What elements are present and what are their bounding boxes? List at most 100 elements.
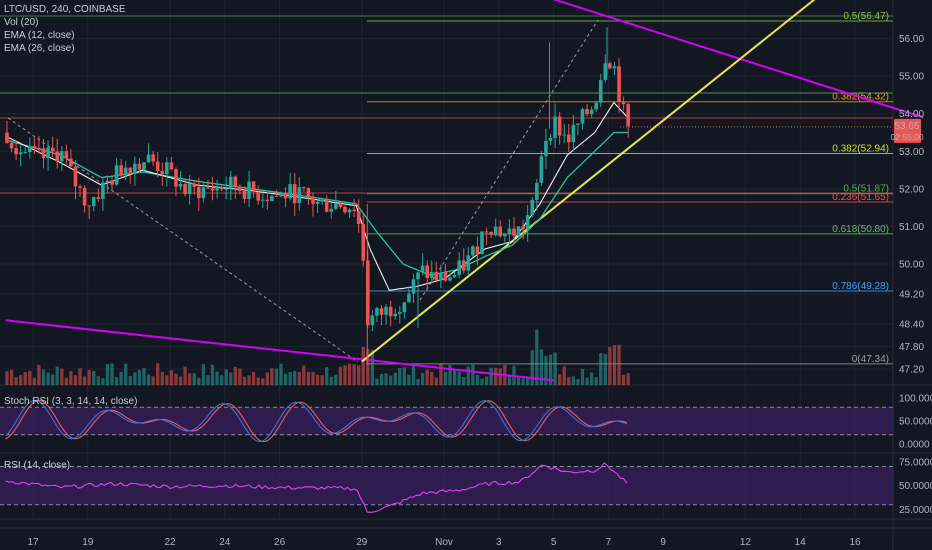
- candle-body: [151, 154, 155, 162]
- candle-body: [498, 226, 503, 237]
- stoch-tick-label: 100.0000: [899, 394, 932, 405]
- volume-bar: [114, 377, 119, 385]
- candle-body: [142, 162, 146, 170]
- candle-body: [416, 272, 420, 280]
- candle-body: [452, 274, 457, 278]
- volume-bar: [608, 347, 612, 385]
- candle-body: [585, 109, 589, 115]
- volume-bar: [242, 376, 247, 385]
- time-tick-label: 7: [606, 537, 612, 548]
- stoch-rsi-label[interactable]: Stoch RSI (3, 3, 14, 14, close): [4, 396, 138, 407]
- rsi-label[interactable]: RSI (14, close): [4, 460, 71, 471]
- volume-bar: [462, 376, 466, 385]
- price-tick-label: 56.00: [899, 34, 924, 45]
- volume-bar: [311, 371, 315, 385]
- volume-bar: [315, 374, 320, 385]
- rsi-tick-label: 75.0000: [899, 457, 932, 468]
- volume-bar: [320, 375, 324, 385]
- volume-bar: [576, 378, 580, 385]
- volume-bar: [306, 371, 311, 385]
- ema-slow-legend[interactable]: EMA (26, close): [4, 43, 75, 54]
- fib-level-label: 0.786(49.28): [832, 281, 889, 292]
- candle-body: [228, 176, 233, 189]
- candle-body: [50, 147, 55, 152]
- price-tick-label: 51.00: [899, 222, 924, 233]
- volume-bar: [5, 371, 9, 385]
- candle-body: [82, 187, 87, 206]
- volume-bar: [302, 365, 306, 385]
- candle-body: [219, 186, 224, 190]
- volume-bar: [87, 370, 91, 385]
- rsi-tick-label: 50.0000: [899, 481, 932, 492]
- volume-bar: [137, 370, 142, 385]
- candle-body: [160, 170, 165, 175]
- volume-bar: [206, 375, 210, 385]
- candle-body: [539, 156, 544, 183]
- candle-body: [46, 147, 50, 158]
- candles-group: [5, 54, 630, 332]
- volume-bar: [507, 375, 512, 385]
- volume-bar: [96, 376, 100, 385]
- candle-body: [580, 109, 585, 124]
- candle-body: [562, 134, 567, 136]
- candle-body: [210, 187, 215, 191]
- candle-body: [343, 207, 347, 213]
- candle-body: [548, 137, 553, 141]
- symbol-line[interactable]: LTC/USD, 240, COINBASE: [4, 4, 126, 15]
- volume-bar: [105, 363, 110, 385]
- volume-bar: [535, 329, 539, 385]
- price-tick-label: 52.00: [899, 184, 924, 195]
- volume-bar: [617, 344, 621, 385]
- time-tick-label: 24: [219, 537, 231, 548]
- candle-body: [137, 163, 142, 170]
- candle-body: [603, 63, 608, 81]
- candle-body: [119, 165, 123, 176]
- candle-body: [530, 199, 535, 216]
- candle-body: [471, 246, 475, 256]
- candle-body: [96, 197, 101, 199]
- volume-bar: [416, 378, 420, 385]
- volume-bar: [393, 372, 397, 385]
- volume-bar: [475, 374, 480, 385]
- time-tick-label: 12: [740, 537, 752, 548]
- volume-bar: [370, 350, 375, 385]
- candle-body: [608, 63, 612, 69]
- stoch-tick-label: 0.0000: [899, 440, 930, 451]
- volume-bar: [375, 378, 379, 385]
- candle-body: [224, 188, 229, 190]
- candle-body: [429, 271, 434, 278]
- candle-body: [311, 196, 315, 204]
- time-tick-label: 19: [82, 537, 94, 548]
- ema-fast-legend[interactable]: EMA (12, close): [4, 30, 75, 41]
- candle-body: [169, 162, 174, 170]
- time-tick-label: 9: [660, 537, 666, 548]
- candle-body: [73, 166, 78, 187]
- candle-body: [23, 151, 28, 153]
- time-tick-label: 3: [496, 537, 502, 548]
- volume-bar: [539, 349, 544, 385]
- time-tick-label: 14: [795, 537, 807, 548]
- volume-legend[interactable]: Vol (20): [4, 17, 39, 28]
- volume-bar: [233, 366, 237, 385]
- fib-level-label: 0.382(52.94): [832, 144, 889, 155]
- volume-bar: [156, 363, 160, 385]
- current-price-badge: [894, 118, 921, 143]
- volume-bar: [19, 375, 23, 385]
- candle-body: [489, 231, 493, 235]
- volume-bar: [160, 371, 164, 385]
- volume-bar: [347, 363, 352, 385]
- volume-bar: [411, 363, 416, 385]
- candle-body: [448, 277, 452, 281]
- volume-bar: [251, 371, 256, 385]
- candle-body: [197, 186, 201, 199]
- candle-body: [32, 146, 37, 148]
- stoch-k-line: [5, 399, 628, 443]
- candle-body: [338, 203, 343, 208]
- candle-body: [594, 102, 598, 110]
- candle-body: [388, 306, 393, 317]
- volume-bar: [146, 374, 151, 385]
- candle-body: [187, 183, 192, 195]
- candle-body: [206, 187, 210, 189]
